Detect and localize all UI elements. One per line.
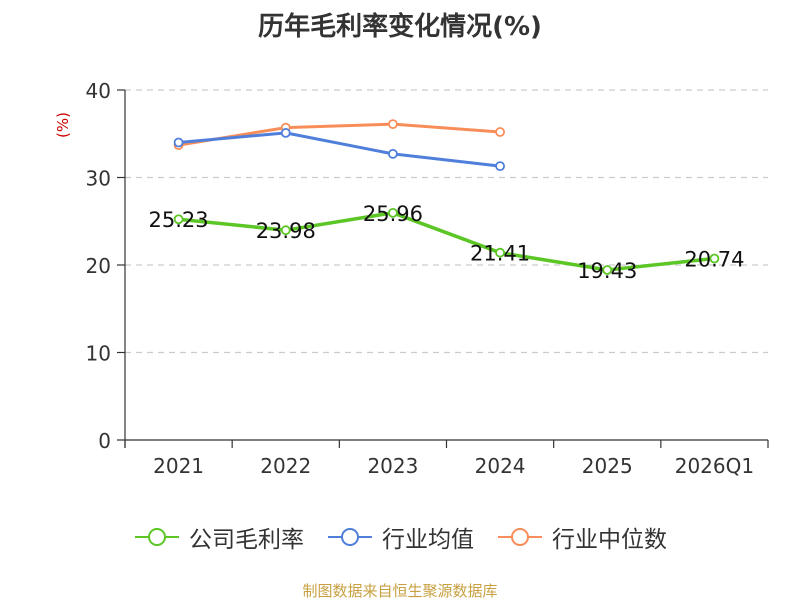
series-0-point-5 xyxy=(709,253,720,264)
series-0-point-0 xyxy=(173,214,184,225)
x-tick-label-3: 2024 xyxy=(475,454,526,478)
x-tick-label-2: 2023 xyxy=(367,454,418,478)
series-2-point-3 xyxy=(495,127,505,137)
legend-item-industry-mean[interactable]: 行业均值 xyxy=(326,520,474,554)
legend-label-company: 公司毛利率 xyxy=(189,527,304,553)
legend-item-industry-median[interactable]: 行业中位数 xyxy=(496,520,667,554)
y-axis-label: (%) xyxy=(54,112,72,138)
legend-marker-industry-median xyxy=(498,528,542,546)
x-tick-label-5: 2026Q1 xyxy=(675,454,754,478)
legend-marker-company xyxy=(135,528,179,546)
series-line-1 xyxy=(178,131,501,168)
series-0-point-1 xyxy=(280,225,291,236)
y-tick-label-3: 30 xyxy=(86,167,111,191)
x-tick-label-4: 2025 xyxy=(582,454,633,478)
series-1-point-3 xyxy=(495,161,505,172)
series-0-point-3 xyxy=(495,247,505,258)
series-0-point-4 xyxy=(602,265,613,275)
data-label-2: 25.96 xyxy=(363,202,423,226)
series-2-point-2 xyxy=(388,119,398,130)
y-tick-label-0: 0 xyxy=(98,429,111,453)
source-footer: 制图数据来自恒生聚源数据库 xyxy=(302,582,498,600)
data-label-3: 21.41 xyxy=(470,242,530,266)
legend-label-industry-mean: 行业均值 xyxy=(382,527,474,553)
chart-title: 历年毛利率变化情况(%) xyxy=(258,12,542,42)
series-1-point-0 xyxy=(173,137,184,148)
legend-item-company[interactable]: 公司毛利率 xyxy=(133,520,304,554)
data-label-4: 19.43 xyxy=(577,259,637,283)
series-0-point-2 xyxy=(388,207,398,218)
legend: 公司毛利率 行业均值 行业中位数 xyxy=(0,520,800,554)
x-tick-label-0: 2021 xyxy=(153,454,204,478)
data-label-0: 25.23 xyxy=(149,208,209,232)
y-tick-label-1: 10 xyxy=(86,342,111,366)
x-tick-label-1: 2022 xyxy=(260,454,311,478)
legend-marker-industry-mean xyxy=(328,528,372,546)
legend-label-industry-median: 行业中位数 xyxy=(552,527,667,553)
series-1-point-1 xyxy=(280,127,291,138)
y-tick-label-2: 20 xyxy=(86,254,111,278)
y-tick-label-4: 40 xyxy=(86,79,111,103)
data-label-5: 20.74 xyxy=(684,248,744,272)
data-label-1: 23.98 xyxy=(256,219,316,243)
series-line-0 xyxy=(178,211,715,272)
series-1-point-2 xyxy=(388,148,398,159)
